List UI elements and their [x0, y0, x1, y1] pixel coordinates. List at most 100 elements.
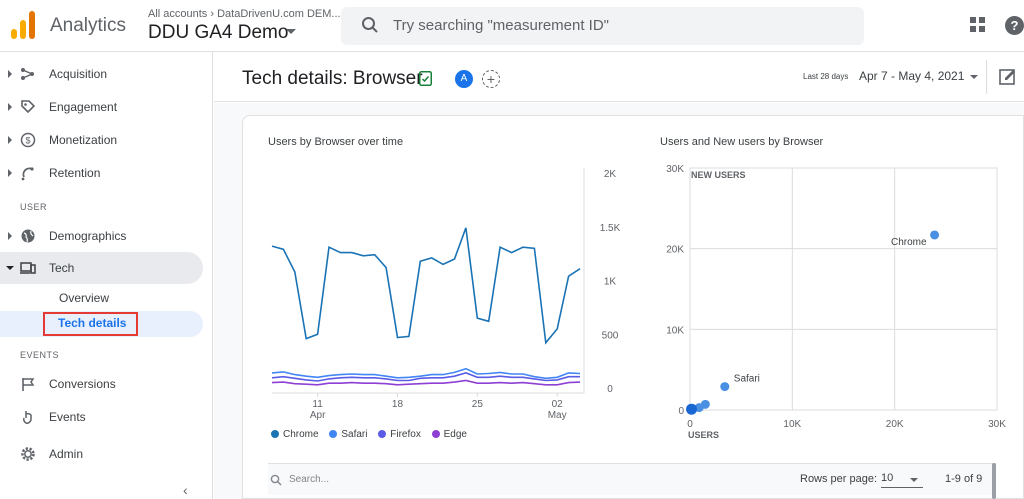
sidebar: Acquisition Engagement $ Monetization Re… [0, 52, 213, 499]
chevron-down-icon [6, 266, 14, 270]
retention-icon [21, 167, 34, 181]
chevron-right-icon [8, 232, 12, 240]
sidebar-item-demographics[interactable]: Demographics [0, 220, 203, 252]
legend-swatch [378, 430, 387, 438]
page-header: Tech details: Browser A + Last 28 days A… [214, 52, 1024, 102]
x-tick-label: 10K [783, 419, 801, 430]
y-tick-label: 10K [666, 325, 684, 336]
analytics-logo-icon[interactable] [11, 11, 37, 39]
legend-label: Firefox [390, 429, 421, 440]
y-axis-label: NEW USERS [691, 170, 746, 180]
report-check-icon[interactable] [419, 71, 432, 86]
help-icon[interactable]: ? [1005, 16, 1024, 35]
scatter-chart: 0 10K 20K 30K 0 10K 20K 30K NEW USERS USERS Chrome… [666, 164, 1006, 440]
account-breadcrumb[interactable]: All accounts › DataDrivenU.com DEM... [148, 8, 341, 20]
scatter-chart-title: Users and New users by Browser [660, 136, 824, 148]
sidebar-item-label: Engagement [49, 100, 118, 114]
search-icon [362, 17, 378, 33]
flag-icon [22, 378, 35, 391]
chevron-down-icon[interactable] [910, 478, 918, 482]
sidebar-subitem-label: Tech details [58, 316, 127, 330]
plot-frame [689, 167, 998, 411]
sidebar-item-events[interactable]: Events [0, 401, 203, 433]
x-axis-label: USERS [688, 430, 719, 440]
sidebar-item-engagement[interactable]: Engagement [0, 91, 203, 123]
scatter-point [720, 382, 730, 392]
search-input[interactable]: Try searching "measurement ID" [341, 7, 864, 45]
x-tick-label: 20K [886, 419, 904, 430]
sidebar-item-label: Monetization [49, 133, 118, 147]
sidebar-item-acquisition[interactable]: Acquisition [0, 58, 203, 90]
legend-swatch [329, 430, 338, 438]
property-selector[interactable]: DDU GA4 Demo [148, 22, 289, 43]
y-tick-label: 20K [666, 245, 684, 256]
date-range-picker[interactable]: Apr 7 - May 4, 2021 [859, 69, 965, 83]
scatter-point-label: Chrome [891, 237, 927, 248]
search-placeholder: Try searching "measurement ID" [393, 17, 609, 34]
scatter-point-label: Safari [734, 374, 760, 385]
customize-report-icon[interactable] [999, 68, 1017, 86]
sidebar-item-monetization[interactable]: $ Monetization [0, 124, 203, 156]
devices-icon [20, 262, 36, 274]
search-icon [270, 474, 282, 486]
acquisition-icon [21, 68, 34, 80]
rows-per-page-label: Rows per page: [800, 473, 878, 485]
page-title: Tech details: Browser [242, 68, 423, 89]
top-bar: Analytics All accounts › DataDrivenU.com… [0, 0, 1024, 52]
table-search-input[interactable]: Search... [289, 474, 330, 485]
sidebar-item-conversions[interactable]: Conversions [0, 368, 203, 400]
comparison-avatar[interactable]: A [455, 70, 473, 88]
x-tick-month-label: May [548, 410, 567, 421]
rows-per-page-select[interactable]: 10 [881, 472, 923, 488]
gear-icon [21, 447, 35, 461]
apps-grid-icon[interactable] [970, 17, 988, 35]
monetization-icon: $ [20, 132, 36, 148]
legend-item-edge[interactable]: Edge [431, 429, 467, 440]
y-tick-label: 1K [604, 277, 617, 288]
sidebar-item-retention[interactable]: Retention [0, 157, 203, 189]
scatter-point [686, 403, 698, 415]
sidebar-item-tech[interactable]: Tech [0, 252, 203, 284]
legend-label: Edge [443, 429, 467, 440]
legend-item-firefox[interactable]: Firefox [378, 429, 421, 440]
series-line-safari [271, 367, 581, 380]
sidebar-item-label: Tech [49, 261, 75, 275]
x-tick-label: 30K [988, 419, 1006, 430]
y-tick-label: 500 [602, 330, 619, 341]
x-tick-month-label: Apr [310, 410, 326, 421]
sidebar-item-label: Retention [49, 166, 101, 180]
series-line-chrome [271, 227, 581, 345]
charts-card [242, 115, 1024, 499]
app-name: Analytics [50, 15, 127, 36]
events-icon [23, 411, 32, 424]
chevron-down-icon[interactable] [286, 29, 296, 34]
sidebar-subitem-tech-details[interactable]: Tech details [0, 311, 203, 337]
legend-item-safari[interactable]: Safari [329, 429, 367, 440]
scrollbar[interactable] [992, 463, 996, 499]
chevron-right-icon [8, 169, 12, 177]
chevron-right-icon [8, 70, 12, 78]
sidebar-item-label: Acquisition [49, 67, 108, 81]
sidebar-item-admin[interactable]: Admin [0, 438, 203, 470]
line-chart-title: Users by Browser over time [268, 136, 404, 148]
collapse-sidebar-button[interactable]: ‹ [183, 482, 188, 498]
chevron-down-icon[interactable] [970, 75, 978, 79]
add-comparison-button[interactable]: + [482, 70, 500, 88]
y-tick-label: 1.5K [600, 223, 621, 234]
x-tick-label: 02 [552, 399, 564, 410]
legend-item-chrome[interactable]: Chrome [271, 429, 319, 440]
x-tick-label: 18 [392, 399, 404, 410]
sidebar-item-label: Admin [49, 447, 84, 461]
engagement-icon [21, 100, 36, 114]
legend-swatch [431, 430, 440, 438]
x-tick-label: 25 [472, 399, 484, 410]
y-tick-label: 2K [604, 169, 617, 180]
series-line-firefox [271, 372, 580, 382]
sidebar-subitem-overview[interactable]: Overview [59, 291, 110, 305]
date-range-label: Last 28 days [803, 72, 849, 81]
pagination-info: 1-9 of 9 [945, 473, 983, 485]
sidebar-item-label: Conversions [49, 377, 116, 391]
sidebar-item-label: Events [49, 410, 86, 424]
section-label-events: EVENTS [20, 350, 60, 360]
